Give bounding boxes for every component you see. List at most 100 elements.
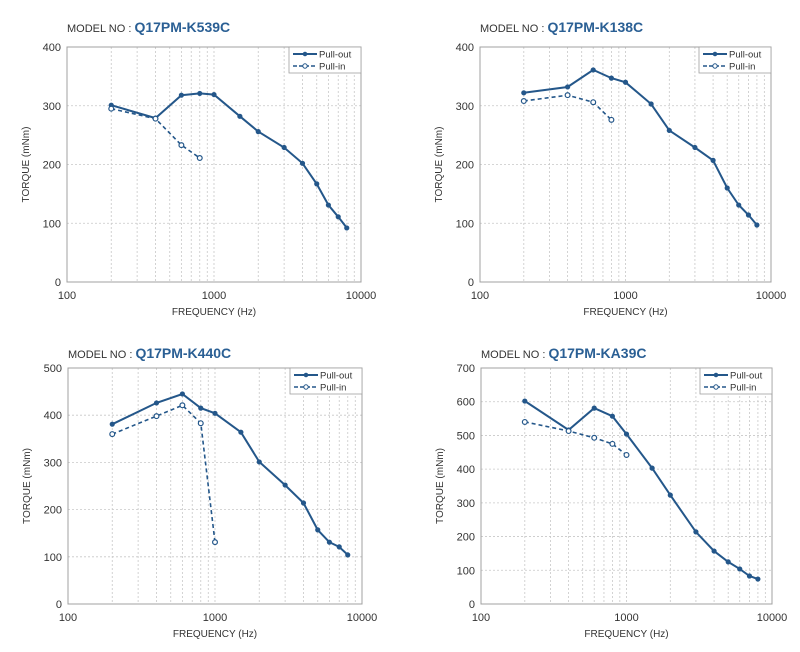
legend-marker (302, 63, 308, 69)
model-number-label: MODEL NO : Q17PM-KA39C (481, 345, 646, 361)
data-point (608, 75, 614, 81)
data-point (336, 544, 342, 550)
y-tick-label: 300 (457, 498, 475, 510)
legend-box (699, 367, 773, 395)
legend-label: Pull-out (729, 50, 762, 61)
y-tick-label: 200 (44, 505, 62, 517)
model-prefix: MODEL NO : (481, 349, 549, 361)
x-axis-label: FREQUENCY (Hz) (172, 307, 256, 318)
legend-box (698, 46, 772, 74)
data-point (623, 451, 630, 458)
data-point (725, 559, 731, 565)
x-axis-label: FREQUENCY (Hz) (173, 629, 257, 640)
data-point (197, 420, 204, 427)
series-pull-out (108, 90, 350, 231)
data-point (344, 225, 350, 231)
legend-label: Pull-out (319, 50, 352, 61)
y-axis-label: TORQUE (mNm) (22, 448, 33, 524)
data-point (666, 127, 672, 134)
data-point (591, 434, 598, 441)
data-point (281, 144, 287, 151)
x-tick-label: 1000 (202, 290, 226, 302)
data-point (590, 99, 597, 106)
data-point (196, 155, 203, 162)
data-point (564, 92, 571, 99)
series-pull-in (521, 418, 630, 458)
data-point (197, 90, 203, 97)
data-point (667, 492, 673, 498)
model-number-label: MODEL NO : Q17PM-K138C (480, 19, 643, 35)
legend-marker (303, 384, 309, 390)
x-tick-label: 10000 (347, 612, 378, 624)
y-tick-label: 0 (468, 277, 474, 289)
data-point (564, 84, 571, 90)
series-pull-out (522, 398, 761, 582)
x-tick-label: 100 (59, 612, 77, 624)
data-point (565, 428, 572, 435)
model-value: Q17PM-K138C (547, 19, 644, 35)
data-point (282, 482, 288, 488)
data-point (345, 552, 351, 558)
legend-marker (713, 384, 719, 390)
data-point (692, 144, 698, 151)
x-axis-label: FREQUENCY (Hz) (584, 629, 668, 640)
y-tick-label: 600 (457, 397, 475, 409)
data-point (325, 202, 331, 208)
legend-marker (712, 51, 718, 57)
series-line (111, 404, 216, 543)
y-tick-label: 300 (44, 457, 62, 469)
plot-frame (67, 367, 363, 605)
data-point (255, 129, 261, 135)
data-point (326, 539, 332, 545)
y-tick-label: 100 (456, 218, 474, 230)
data-point (198, 405, 204, 411)
series-line (523, 68, 758, 226)
data-point (622, 79, 629, 85)
model-value: Q17PM-K539C (134, 19, 231, 35)
data-point (754, 222, 760, 228)
y-tick-label: 500 (44, 363, 62, 375)
data-point (745, 212, 752, 218)
series-pull-out (521, 67, 760, 228)
data-point (237, 113, 243, 119)
model-value: Q17PM-KA39C (548, 345, 647, 361)
y-tick-label: 100 (457, 565, 475, 577)
data-point (591, 405, 597, 411)
data-point (178, 142, 185, 149)
data-point (300, 500, 307, 506)
data-point (153, 400, 160, 406)
series-pull-out (109, 391, 351, 558)
data-point (212, 539, 219, 546)
data-point (521, 90, 527, 96)
grid (68, 367, 362, 604)
legend-label: Pull-out (320, 371, 353, 382)
data-point (212, 410, 218, 416)
legend-marker (713, 372, 719, 378)
x-tick-label: 10000 (346, 290, 377, 302)
data-point (108, 105, 115, 112)
y-tick-label: 0 (56, 599, 62, 611)
data-point (724, 185, 730, 191)
y-tick-label: 200 (456, 160, 474, 172)
data-point (609, 413, 615, 419)
legend-marker (303, 372, 309, 378)
y-tick-label: 400 (43, 42, 61, 54)
series-pull-in (520, 92, 615, 123)
y-tick-label: 500 (457, 430, 475, 442)
data-point (693, 529, 699, 535)
model-value: Q17PM-K440C (135, 345, 232, 361)
data-point (737, 566, 743, 572)
data-point (256, 459, 262, 465)
data-point (299, 160, 306, 166)
x-tick-label: 1000 (614, 612, 638, 624)
series-line (111, 107, 201, 159)
legend-label: Pull-in (319, 62, 345, 73)
series-line (111, 92, 348, 229)
y-axis-label: TORQUE (mNm) (21, 127, 32, 203)
data-point (109, 431, 116, 438)
legend-marker (302, 51, 308, 57)
